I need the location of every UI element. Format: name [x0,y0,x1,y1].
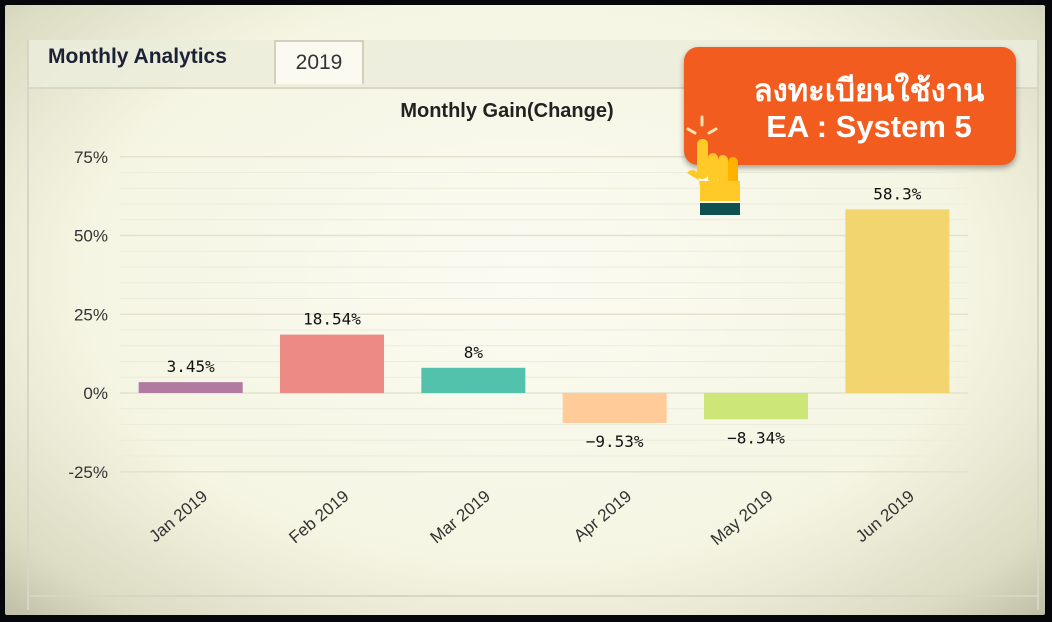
promo-line-1: ลงทะเบียนใช้งาน [753,73,985,108]
bar [562,393,667,424]
y-tick-label: 75% [74,148,108,167]
x-tick-label: Jun 2019 [852,487,918,547]
data-label: 3.45% [167,357,216,376]
y-tick-label: 50% [74,227,108,246]
y-tick-label: -25% [68,463,108,482]
data-label: 18.54% [303,310,361,329]
x-tick-label: Jan 2019 [145,487,211,547]
x-tick-label: Mar 2019 [427,487,494,548]
chart-panel [27,40,1039,610]
data-label: 8% [464,343,484,362]
y-tick-label: 0% [83,384,108,403]
x-tick-label: Apr 2019 [570,487,635,546]
page-title: Monthly Analytics [48,45,227,68]
data-label: 58.3% [873,184,922,203]
data-label: −9.53% [586,432,644,451]
bar [421,367,526,393]
data-label: −8.34% [727,428,785,447]
x-tick-label: May 2019 [707,487,776,550]
tab-2019[interactable]: 2019 [274,40,364,84]
chart-title: Monthly Gain(Change) [400,100,614,122]
x-tick-label: Feb 2019 [285,487,352,548]
bar [138,382,243,393]
bar [704,393,808,420]
bar [280,334,384,393]
bar [845,209,950,393]
pointing-hand-icon [686,115,740,215]
panel-bottom-border [27,595,1037,597]
promo-line-2: EA : System 5 [766,109,972,144]
promo-banner[interactable]: ลงทะเบียนใช้งาน EA : System 5 [684,47,1016,165]
y-tick-label: 25% [74,305,108,324]
